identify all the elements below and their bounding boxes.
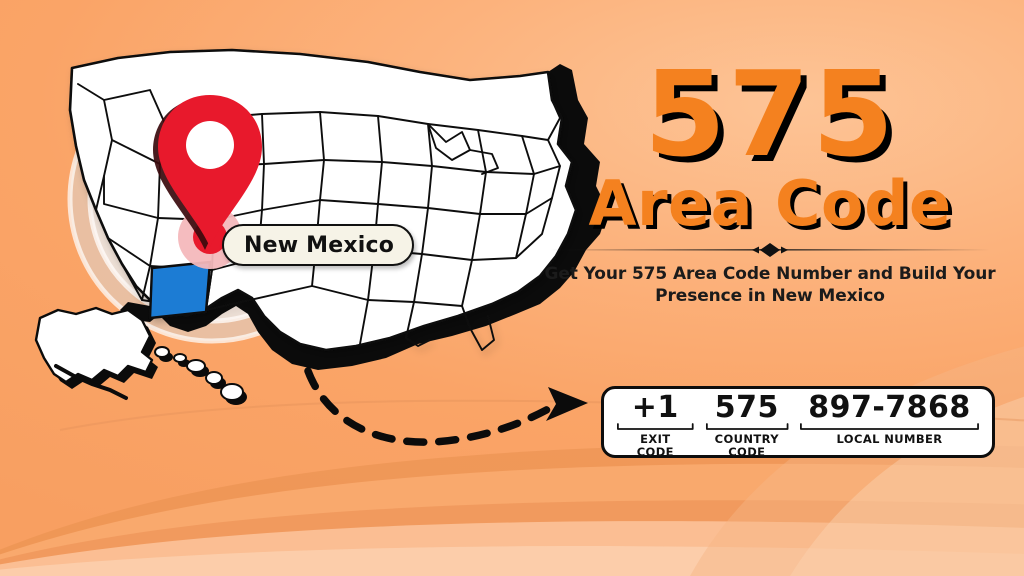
country-code-brace-icon (705, 423, 789, 431)
local-number-label: LOCAL NUMBER (836, 432, 943, 447)
local-number-brace-icon (800, 423, 979, 431)
hero-text-panel: 575 Area Code Get Your 575 Area Code Num… (530, 45, 1010, 307)
phone-segment-exit-code: +1 EXIT CODE (612, 390, 699, 460)
country-code-label: COUNTRY CODE (714, 432, 780, 460)
area-code-title: Area Code (588, 166, 952, 240)
phone-segment-country-code: 575 COUNTRY CODE (699, 390, 795, 460)
map-pin-label: New Mexico (222, 224, 415, 266)
hero-subtitle: Get Your 575 Area Code Number and Build … (544, 263, 996, 306)
map-inset-alaska (34, 306, 158, 400)
map-inset-hawaii (154, 346, 247, 405)
divider-ornament (530, 241, 1010, 259)
exit-code-label: EXIT CODE (636, 432, 674, 460)
country-code-value: 575 (714, 390, 779, 425)
map-pin-label-text: New Mexico (244, 232, 395, 258)
dashed-curved-arrow-icon (304, 367, 588, 446)
area-code-number: 575 (643, 45, 897, 183)
local-number-value: 897-7868 (808, 390, 971, 425)
exit-code-value: +1 (631, 390, 679, 425)
exit-code-brace-icon (617, 423, 694, 431)
phone-segment-local-number: 897-7868 LOCAL NUMBER (795, 390, 984, 447)
phone-number-breakdown-box: +1 EXIT CODE 575 COUNTRY CODE 897-7868 L… (601, 386, 995, 460)
diamond-divider-icon (550, 242, 990, 257)
state-new-mexico-highlight (148, 260, 212, 320)
